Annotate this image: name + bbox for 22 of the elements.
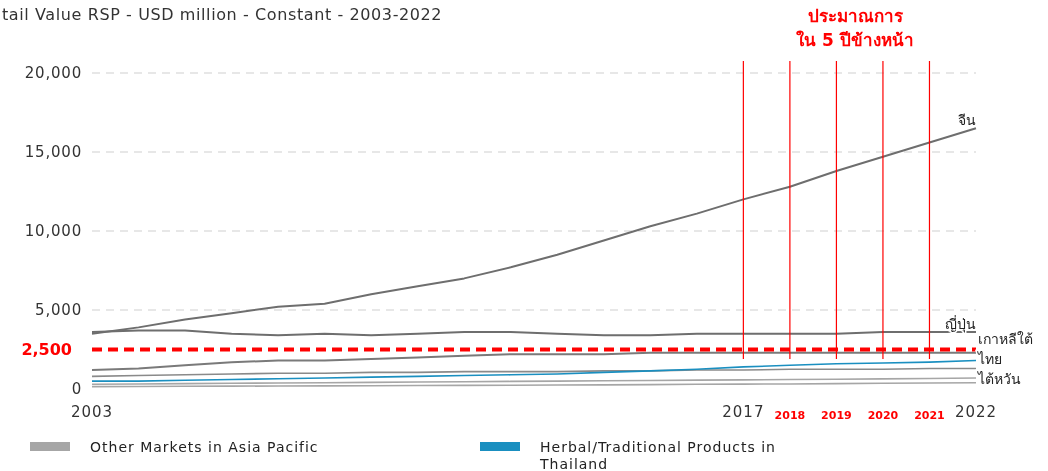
- ref-line-label: 2021: [914, 409, 945, 422]
- text: ประมาณการ ใน 5 ปีข้างหน้า: [796, 6, 914, 50]
- text: เกาหลีใต้: [978, 330, 1033, 347]
- y-tick-label: 10,000: [24, 222, 82, 241]
- chart-title: tail Value RSP - USD million - Constant - 2003-2022: [2, 5, 443, 24]
- annotation: ญี่ปุ่น: [945, 315, 976, 334]
- y-tick-label: 20,000: [24, 64, 82, 83]
- x-tick-label: 2017: [722, 403, 765, 421]
- x-tick-label: 2022: [954, 403, 998, 421]
- text: ไต้หวัน: [977, 370, 1021, 387]
- legend-label: Herbal/Traditional Products in Thailand: [539, 438, 776, 471]
- legend-label: Other Markets in Asia Pacific: [90, 438, 319, 455]
- y-tick-label: 15,000: [24, 143, 82, 162]
- text: ไทย: [977, 350, 1002, 367]
- ref-line-label: 2020: [867, 409, 899, 422]
- ref-line-label: 2019: [821, 409, 852, 422]
- annotation: จีน: [958, 112, 976, 129]
- x-tick-label: 2003: [70, 403, 114, 421]
- y-tick-label: 0: [71, 380, 82, 399]
- ref-line-label: 2,500: [21, 340, 72, 360]
- y-tick-label: 5,000: [35, 301, 82, 320]
- ref-line-label: 2018: [774, 409, 806, 422]
